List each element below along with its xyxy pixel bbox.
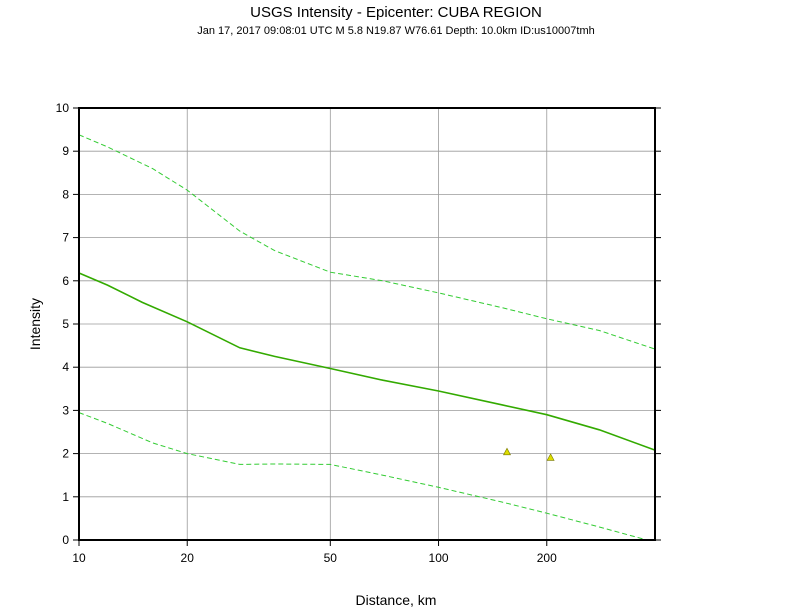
chart-subtitle: Jan 17, 2017 09:08:01 UTC M 5.8 N19.87 W…	[197, 25, 595, 37]
series-line-median	[78, 272, 656, 451]
series-line-bound-1	[78, 134, 656, 350]
x-tick-label: 20	[181, 551, 195, 565]
y-tick-label: 5	[62, 317, 69, 331]
x-tick-label: 50	[324, 551, 338, 565]
observation-point	[546, 453, 555, 461]
series-layer	[78, 134, 656, 541]
y-tick-label: 6	[62, 274, 69, 288]
y-tick-label: 9	[62, 144, 69, 158]
ticks: 0 1 2 3 4 5 6 7 8 9 10 10 20 50 100 200	[56, 101, 661, 565]
y-tick-label: 7	[62, 231, 69, 245]
y-tick-label: 3	[62, 403, 69, 417]
series-line-bound-2	[78, 412, 648, 541]
y-tick-label: 2	[62, 447, 69, 461]
y-tick-label: 4	[62, 360, 69, 374]
chart-title: USGS Intensity - Epicenter: CUBA REGION	[250, 4, 542, 21]
x-axis-title: Distance, km	[356, 592, 437, 608]
observation-point	[502, 447, 512, 456]
observation-points	[502, 447, 555, 461]
x-tick-label: 100	[429, 551, 449, 565]
x-tick-label: 10	[72, 551, 86, 565]
y-axis-title: Intensity	[27, 298, 43, 350]
y-tick-label: 0	[62, 533, 69, 547]
x-tick-label: 200	[537, 551, 557, 565]
y-tick-label: 1	[62, 490, 69, 504]
y-tick-label: 10	[56, 101, 70, 115]
y-tick-label: 8	[62, 187, 69, 201]
